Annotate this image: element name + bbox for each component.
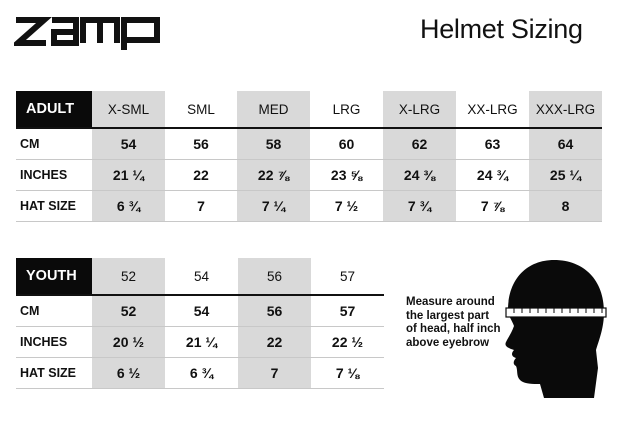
size-header: 56 [238,258,311,296]
adult-label: ADULT [16,91,92,129]
size-header: SML [165,91,237,129]
table-cell: 7 ½ [310,190,383,222]
table-cell: 21 ¼ [92,159,165,191]
row-label: HAT SIZE [16,190,92,222]
table-cell: 7 ⅛ [311,357,384,389]
table-cell: 24 ¾ [456,159,529,191]
youth-size-table: YOUTH 52 54 56 57 CM 52 54 56 57 INCHES … [16,258,384,389]
table-cell: 6 ¾ [92,190,165,222]
row-label: CM [16,128,92,160]
size-header: MED [237,91,310,129]
table-row: HAT SIZE 6 ¾ 7 7 ¼ 7 ½ 7 ¾ 7 ⅞ 8 [16,190,602,222]
head-measure-icon [505,260,607,398]
table-cell: 52 [92,295,165,327]
table-row: HAT SIZE 6 ½ 6 ¾ 7 7 ⅛ [16,357,384,389]
table-row: INCHES 21 ¼ 22 22 ⅞ 23 ⅝ 24 ⅜ 24 ¾ 25 ¼ [16,159,602,191]
table-cell: 57 [311,295,384,327]
size-header: X-SML [92,91,165,129]
adult-size-table: ADULT X-SML SML MED LRG X-LRG XX-LRG XXX… [16,91,602,222]
page-title: Helmet Sizing [420,14,583,44]
row-label: HAT SIZE [16,357,92,389]
youth-header-row: YOUTH 52 54 56 57 [16,258,384,296]
row-label: INCHES [16,159,92,191]
measure-line: Measure around [406,296,495,308]
size-header: XXX-LRG [529,91,602,129]
table-cell: 23 ⅝ [310,159,383,191]
size-header: 54 [165,258,238,296]
youth-label: YOUTH [16,258,92,296]
table-cell: 56 [238,295,311,327]
measure-line: of head, half inch [406,323,501,335]
table-cell: 6 ½ [92,357,165,389]
size-header: LRG [310,91,383,129]
table-row: INCHES 20 ½ 21 ¼ 22 22 ½ [16,326,384,358]
row-label: INCHES [16,326,92,358]
table-cell: 58 [237,128,310,160]
table-row: CM 52 54 56 57 [16,295,384,327]
table-cell: 64 [529,128,602,160]
row-label: CM [16,295,92,327]
measure-line: above eyebrow [406,336,490,349]
table-cell: 54 [165,295,238,327]
adult-header-row: ADULT X-SML SML MED LRG X-LRG XX-LRG XXX… [16,91,602,129]
table-cell: 7 [238,357,311,389]
size-header: 57 [311,258,384,296]
zamp-logo [14,17,160,50]
size-header: 52 [92,258,165,296]
table-cell: 22 ⅞ [237,159,310,191]
measure-line: the largest part [406,309,490,322]
table-cell: 56 [165,128,237,160]
table-cell: 6 ¾ [165,357,238,389]
table-cell: 8 [529,190,602,222]
table-cell: 62 [383,128,456,160]
table-cell: 22 [238,326,311,358]
table-cell: 7 ⅞ [456,190,529,222]
table-cell: 24 ⅜ [383,159,456,191]
table-cell: 22 [165,159,237,191]
table-cell: 7 ¾ [383,190,456,222]
table-cell: 60 [310,128,383,160]
table-cell: 54 [92,128,165,160]
table-cell: 20 ½ [92,326,165,358]
measure-instructions: Measure around the largest part of head,… [406,296,506,350]
table-row: CM 54 56 58 60 62 63 64 [16,128,602,160]
table-cell: 21 ¼ [165,326,238,358]
table-cell: 25 ¼ [529,159,602,191]
table-cell: 63 [456,128,529,160]
table-cell: 22 ½ [311,326,384,358]
size-header: X-LRG [383,91,456,129]
size-header: XX-LRG [456,91,529,129]
table-cell: 7 [165,190,237,222]
table-cell: 7 ¼ [237,190,310,222]
